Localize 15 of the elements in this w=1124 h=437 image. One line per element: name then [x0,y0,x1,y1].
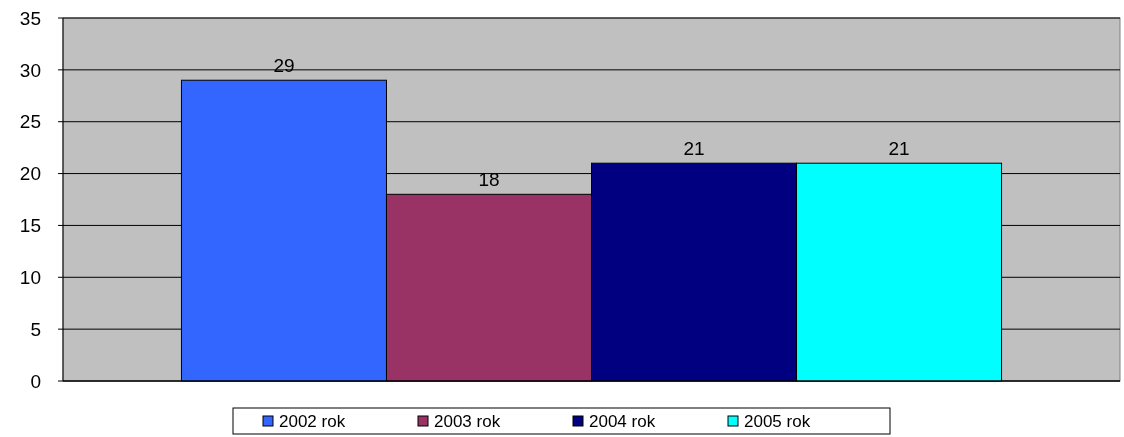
legend-label: 2005 rok [744,411,811,431]
legend-label: 2002 rok [279,411,346,431]
data-label: 21 [683,138,705,160]
y-tick-label: 25 [19,111,41,133]
data-label: 21 [888,138,910,160]
y-tick-label: 0 [30,370,41,392]
y-tick-label: 5 [30,318,41,340]
legend-label: 2003 rok [434,411,501,431]
y-tick-label: 30 [19,59,41,81]
legend-label: 2004 rok [589,411,656,431]
y-tick-label: 10 [19,266,41,288]
y-tick-label: 35 [19,7,41,29]
data-label: 18 [478,169,500,191]
y-tick-label: 20 [19,163,41,185]
y-tick-label: 15 [19,215,41,237]
